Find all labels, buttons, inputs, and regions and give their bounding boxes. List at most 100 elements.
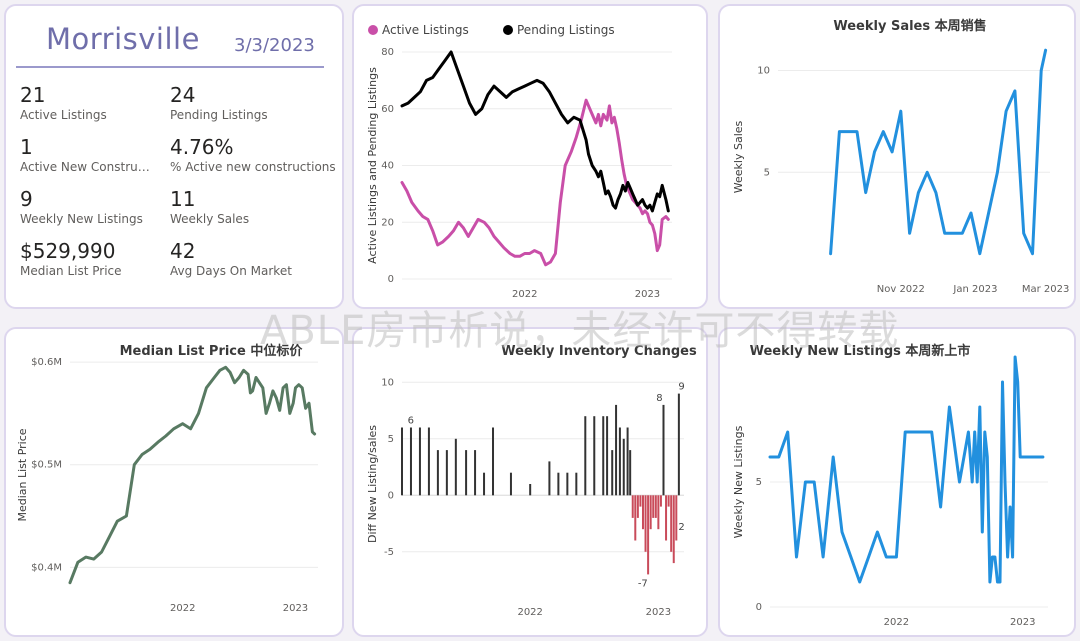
chart-title: Weekly Sales 本周销售 [833, 18, 986, 34]
y-tick-label: 10 [381, 377, 394, 388]
kpi-label: Median List Price [20, 264, 122, 278]
y-tick-label: 5 [388, 434, 394, 445]
listings-chart-card: 0 20 40 60 80 2022 2023 Active Listings and Pen… [352, 4, 708, 309]
y-tick-label: 0 [388, 490, 394, 501]
kpi-weekly-new-listings: 9 Weekly New Listings [20, 187, 155, 227]
bar [667, 495, 670, 507]
kpi-label: % Active new constructions [170, 160, 336, 174]
y-tick-label: 5 [764, 167, 770, 178]
x-tick-label: Nov 2022 [877, 284, 925, 295]
bar [652, 495, 655, 518]
y-tick-label: 60 [381, 104, 394, 115]
y-axis-label: Weekly Sales [732, 120, 745, 193]
bar [611, 450, 614, 496]
x-tick-label: 2023 [283, 603, 308, 614]
bar [474, 450, 477, 496]
bar [418, 427, 421, 496]
x-tick-label: 2022 [512, 289, 537, 300]
bar [644, 495, 647, 552]
kpi-value: 21 [20, 83, 46, 107]
chart-title: Median List Price 中位标价 [120, 343, 304, 359]
data-label: 8 [656, 393, 662, 404]
y-tick-label: 0 [756, 602, 762, 613]
kpi-value: 11 [170, 187, 196, 211]
city-title: Morrisville [46, 22, 200, 56]
bar [529, 484, 532, 496]
y-tick-label: 40 [381, 161, 394, 172]
bar [566, 472, 569, 496]
series-line-0 [68, 365, 317, 585]
y-tick-label: 20 [381, 217, 394, 228]
median-list-price-chart: $0.4M $0.5M $0.6M 2022 2023 Median List Price… [16, 343, 318, 614]
x-tick-label: 2023 [646, 607, 671, 618]
bar [509, 472, 512, 496]
kpi-value: $529,990 [20, 239, 116, 263]
data-label: -7 [638, 578, 648, 589]
kpi-active-listings: 21 Active Listings [20, 83, 155, 123]
kpi-avg-days-on-market: 42 Avg Days On Market [170, 239, 305, 279]
bar [670, 495, 673, 552]
bar [593, 416, 596, 496]
bar [629, 450, 632, 496]
kpi-label: Active New Constructi... [20, 160, 155, 174]
bar [436, 450, 439, 496]
bar [602, 416, 605, 496]
kpi-pending-listings: 24 Pending Listings [170, 83, 305, 123]
bar [634, 495, 637, 541]
bar [631, 495, 634, 518]
series-line-1 [400, 50, 670, 213]
kpi-value: 4.76% [170, 135, 234, 159]
report-date: 3/3/2023 [234, 35, 315, 56]
x-tick-label: 2022 [884, 617, 909, 628]
bar [677, 393, 680, 496]
y-tick-label: -5 [384, 547, 394, 558]
kpi-label: Weekly New Listings [20, 212, 143, 226]
bar [641, 495, 644, 530]
bar [483, 472, 486, 496]
weekly-sales-chart: 5 10 Nov 2022 Jan 2023 Mar 2023 Weekly Sales … [732, 18, 1069, 295]
kpi-value: 9 [20, 187, 33, 211]
bar [649, 495, 652, 530]
y-axis-label: Diff New Listing/sales [366, 425, 379, 543]
y-axis-label: Active Listings and Pending Listings [366, 67, 379, 264]
bar [427, 427, 430, 496]
x-tick-label: 2022 [517, 607, 542, 618]
legend-label: Pending Listings [517, 23, 615, 37]
bar [647, 495, 650, 575]
data-label: 2 [678, 522, 684, 533]
bar [654, 495, 657, 518]
kpi-label: Weekly Sales [170, 212, 250, 226]
bar [492, 427, 495, 496]
bar [557, 472, 560, 496]
new-listings-chart-card: 0 5 2022 2023 Weekly New Listings 本周新上市 Weekl… [718, 327, 1076, 637]
inventory-changes-chart-card: -5 0 5 10 2022 2023 Weekly Inventory Changes Di… [352, 327, 708, 637]
kpi-label: Active Listings [20, 108, 107, 122]
bar [606, 416, 609, 496]
bar [639, 495, 642, 507]
series-line-0 [768, 355, 1045, 584]
y-tick-label: $0.4M [31, 562, 62, 573]
bar [626, 427, 629, 496]
bar [675, 495, 678, 541]
kpi-median-list-price: $529,990 Median List Price [20, 239, 155, 279]
legend-marker [503, 25, 513, 35]
y-axis-label: Median List Price [16, 428, 29, 521]
weekly-sales-chart-card: 5 10 Nov 2022 Jan 2023 Mar 2023 Weekly Sales … [718, 4, 1076, 309]
kpi-value: 1 [20, 135, 33, 159]
bar [445, 450, 448, 496]
data-label: 6 [408, 416, 414, 427]
bar [657, 495, 660, 530]
bar [548, 461, 551, 496]
bar [584, 416, 587, 496]
bar [409, 427, 412, 496]
bar [618, 427, 621, 496]
y-axis-label: Weekly New Listings [732, 425, 745, 538]
legend-marker [368, 25, 378, 35]
bar [662, 404, 665, 496]
kpi-active-new-construction: 1 Active New Constructi... [20, 135, 155, 175]
bar [636, 495, 639, 518]
y-tick-label: 10 [757, 66, 770, 77]
chart-title: Weekly Inventory Changes [501, 344, 697, 359]
bar [672, 495, 675, 564]
kpi-value: 24 [170, 83, 196, 107]
